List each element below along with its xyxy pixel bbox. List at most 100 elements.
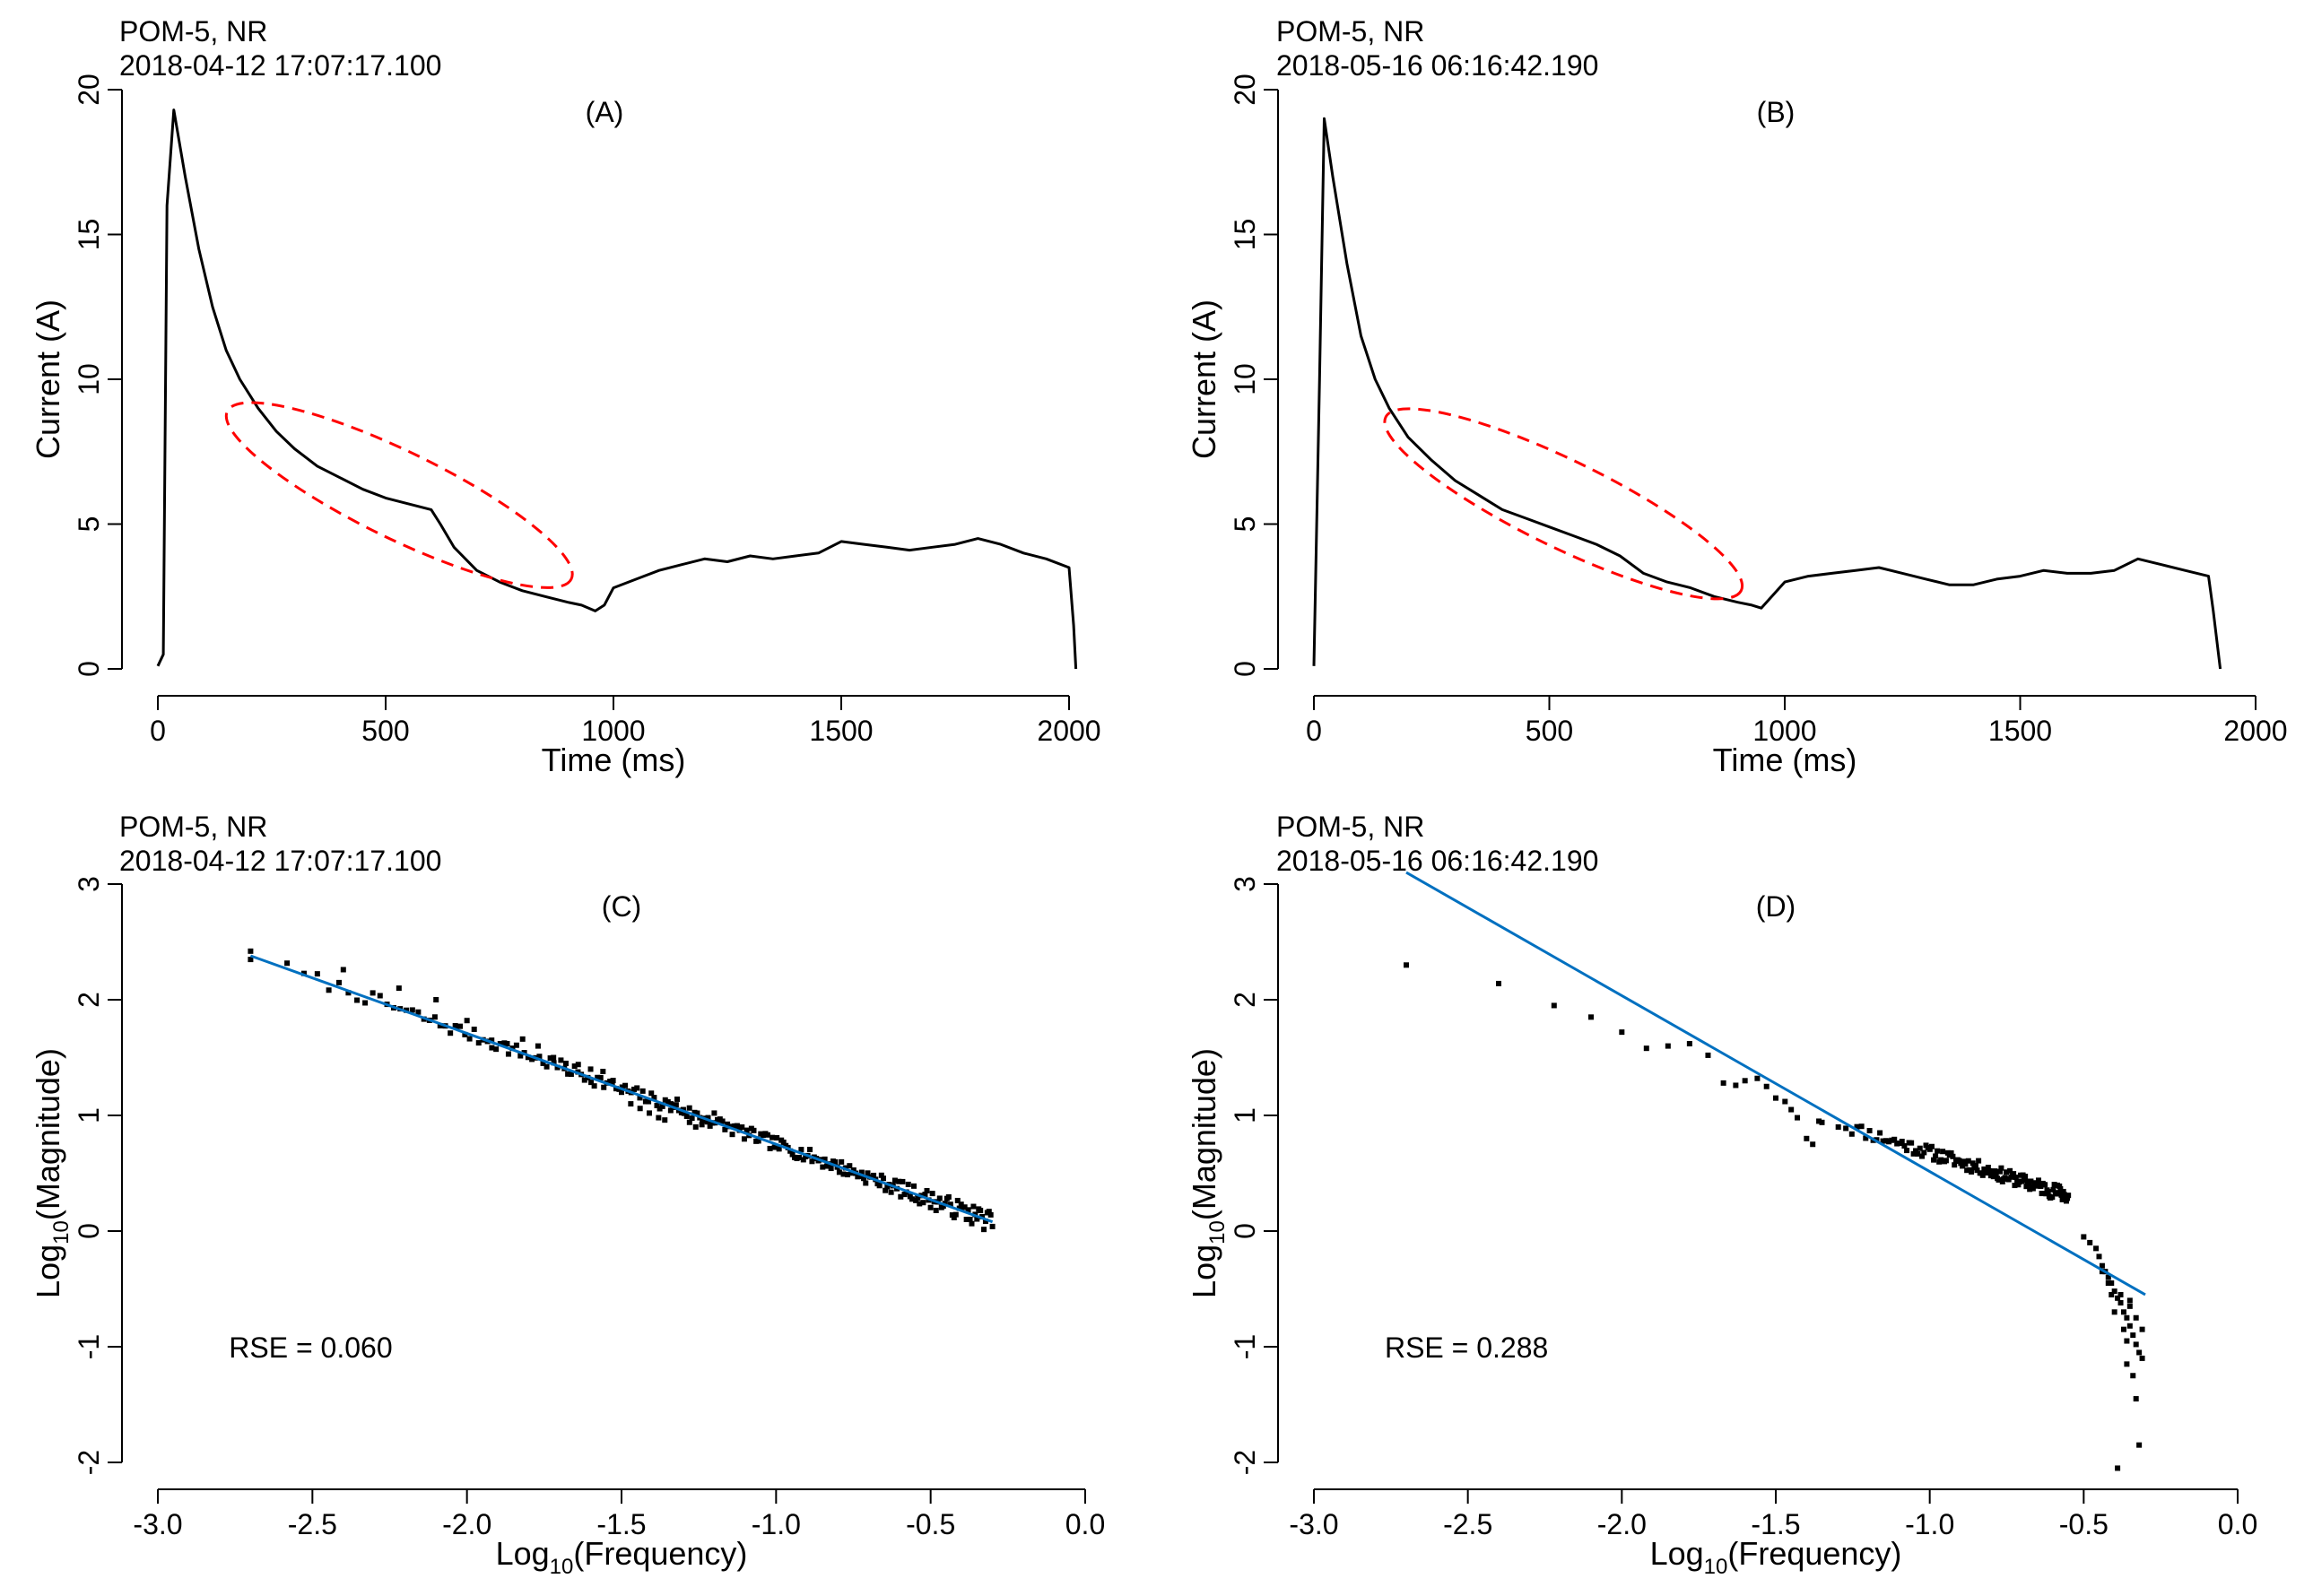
- data-point: [1972, 1162, 1978, 1168]
- data-point: [850, 1167, 857, 1173]
- y-tick-label: -1: [1229, 1334, 1261, 1359]
- data-point: [551, 1054, 557, 1061]
- data-point: [466, 1036, 473, 1042]
- y-tick-label: -2: [1229, 1450, 1261, 1475]
- data-point: [861, 1175, 867, 1182]
- data-point: [951, 1214, 957, 1220]
- x-tick-label: 500: [361, 715, 409, 747]
- data-point: [1858, 1123, 1865, 1130]
- data-point: [433, 997, 439, 1002]
- data-point: [881, 1175, 887, 1182]
- data-point: [493, 1046, 500, 1053]
- data-point: [987, 1211, 994, 1218]
- data-point: [1788, 1106, 1795, 1113]
- data-point: [1931, 1157, 1937, 1163]
- data-point: [891, 1177, 898, 1184]
- data-point: [326, 987, 332, 993]
- data-point: [646, 1098, 652, 1105]
- data-point: [927, 1204, 934, 1210]
- data-point: [947, 1201, 953, 1208]
- data-point: [1843, 1125, 1849, 1132]
- data-point: [587, 1066, 594, 1072]
- data-point: [665, 1098, 671, 1105]
- data-point: [622, 1082, 629, 1089]
- data-point: [565, 1071, 571, 1077]
- y-tick-label: 0: [73, 1223, 105, 1239]
- data-point: [581, 1077, 587, 1083]
- data-point: [637, 1095, 643, 1101]
- x-axis-label: Log10(Frequency): [1650, 1535, 1902, 1579]
- data-point: [2059, 1196, 2065, 1202]
- data-point: [345, 990, 352, 996]
- data-point: [1742, 1078, 1748, 1084]
- data-point: [674, 1096, 681, 1102]
- data-point: [755, 1138, 761, 1144]
- data-point: [536, 1054, 543, 1060]
- panel-header-timestamp: 2018-05-16 06:16:42.190: [1276, 845, 1598, 877]
- data-point: [377, 993, 383, 999]
- data-point: [787, 1148, 794, 1154]
- data-point: [751, 1127, 757, 1133]
- data-point: [986, 1209, 992, 1215]
- data-point: [719, 1118, 726, 1124]
- data-point: [651, 1095, 657, 1101]
- data-point: [2109, 1280, 2115, 1287]
- y-tick-label: 5: [73, 516, 105, 533]
- x-tick-label: 1500: [1988, 715, 2052, 747]
- data-point: [2115, 1295, 2121, 1301]
- data-point: [2081, 1234, 2087, 1240]
- data-point: [1733, 1082, 1739, 1089]
- data-point: [774, 1134, 780, 1141]
- data-point: [2105, 1280, 2111, 1287]
- data-point: [475, 1040, 482, 1046]
- data-point: [2021, 1177, 2027, 1184]
- data-point: [2087, 1239, 2093, 1245]
- data-point: [673, 1102, 679, 1108]
- highlight-ellipse: [1383, 407, 1744, 601]
- data-point: [336, 979, 343, 985]
- data-point: [917, 1201, 923, 1207]
- data-point: [554, 1064, 561, 1071]
- data-point: [798, 1147, 804, 1153]
- data-point: [828, 1166, 834, 1172]
- data-point: [876, 1183, 883, 1189]
- data-point: [662, 1117, 668, 1123]
- data-point: [1933, 1153, 1939, 1159]
- data-point: [800, 1157, 806, 1163]
- data-point: [694, 1110, 700, 1116]
- data-point: [770, 1134, 776, 1141]
- data-point: [562, 1060, 569, 1066]
- data-point: [776, 1146, 782, 1152]
- data-point: [1964, 1167, 1970, 1174]
- data-point: [497, 1040, 503, 1046]
- data-point: [248, 948, 254, 954]
- x-tick-label: -0.5: [2059, 1508, 2109, 1540]
- data-point: [2057, 1185, 2064, 1192]
- y-tick-label: 1: [73, 1107, 105, 1123]
- data-point: [504, 1041, 510, 1047]
- data-point: [807, 1147, 813, 1153]
- data-point: [2115, 1465, 2121, 1471]
- data-point: [1804, 1135, 1810, 1141]
- data-point: [1816, 1118, 1822, 1124]
- data-point: [2065, 1195, 2071, 1201]
- data-point: [857, 1173, 863, 1179]
- y-tick-label: 2: [1229, 992, 1261, 1008]
- data-point: [2126, 1297, 2133, 1304]
- data-point: [662, 1097, 668, 1103]
- data-point: [1928, 1143, 1935, 1149]
- data-point: [551, 1060, 557, 1066]
- data-point: [1835, 1123, 1841, 1130]
- data-point: [613, 1086, 620, 1092]
- y-tick-label: 15: [73, 219, 105, 251]
- data-point: [1901, 1143, 1908, 1149]
- data-point: [2049, 1194, 2056, 1201]
- data-point: [911, 1183, 917, 1189]
- data-point: [547, 1055, 553, 1062]
- data-point: [2111, 1288, 2117, 1295]
- y-tick-label: -1: [73, 1334, 105, 1359]
- data-point: [2045, 1188, 2051, 1194]
- data-point: [2099, 1262, 2105, 1269]
- data-point: [1913, 1148, 1919, 1154]
- data-point: [452, 1023, 458, 1029]
